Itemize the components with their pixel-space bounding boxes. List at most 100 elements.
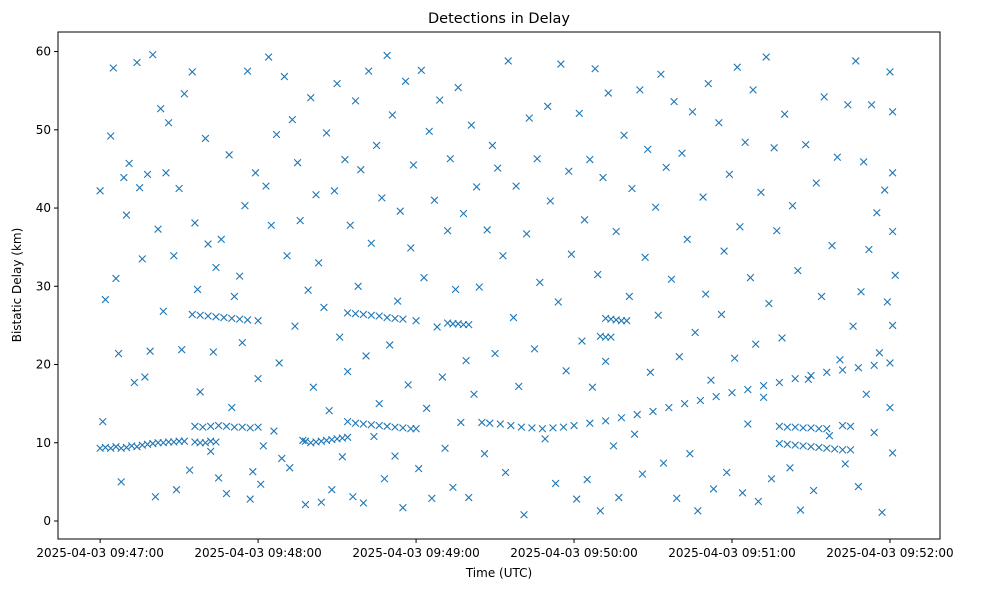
x-axis-label: Time (UTC) (465, 566, 532, 580)
data-point-marker (675, 352, 684, 361)
data-point-marker (815, 424, 823, 433)
x-axis: 2025-04-03 09:47:00 2025-04-03 09:48:00 20… (36, 539, 954, 560)
data-point-marker (467, 121, 476, 129)
data-point-marker (609, 442, 618, 450)
data-point-marker (148, 50, 157, 59)
data-point-marker (296, 216, 305, 225)
data-point-marker (212, 313, 220, 321)
data-point-marker (786, 464, 794, 472)
data-point-marker (541, 435, 549, 443)
data-point-marker (206, 447, 215, 456)
data-point-marker (704, 79, 713, 88)
data-point-marker (246, 424, 254, 432)
data-point-marker (241, 201, 249, 210)
data-point-marker (844, 100, 852, 109)
data-point-marker (117, 478, 125, 486)
data-point-marker (433, 323, 441, 331)
data-point-marker (888, 108, 897, 116)
data-point-marker (720, 247, 728, 255)
data-point-marker (557, 60, 565, 68)
data-point-marker (791, 423, 799, 431)
data-point-marker (133, 58, 141, 67)
data-point-marker (378, 194, 386, 202)
data-point-marker (106, 444, 115, 453)
chart-title: Detections in Delay (428, 11, 570, 27)
data-point-marker (770, 144, 778, 152)
data-point-marker (151, 492, 160, 501)
data-point-marker (722, 468, 731, 477)
data-point-marker (133, 442, 141, 451)
data-point-marker (399, 315, 407, 323)
data-point-marker (654, 311, 663, 320)
data-point-marker (746, 273, 755, 282)
data-point-marker (251, 169, 260, 177)
data-point-marker (801, 140, 810, 149)
data-point-marker (122, 443, 131, 452)
data-point-marker (267, 221, 276, 230)
data-point-marker (501, 468, 510, 477)
data-point-marker (143, 170, 152, 179)
data-point-marker (180, 437, 189, 445)
data-point-marker (206, 422, 215, 431)
data-point-marker (744, 420, 752, 428)
data-point-marker (475, 283, 484, 291)
data-point-marker (662, 163, 670, 172)
data-point-marker (678, 149, 686, 158)
data-point-marker (712, 392, 720, 401)
data-point-marker (657, 70, 665, 79)
data-point-marker (659, 459, 668, 467)
data-point-marker (404, 381, 412, 389)
data-point-marker (499, 251, 507, 260)
data-point-marker (807, 371, 815, 380)
data-point-marker (493, 164, 502, 172)
data-point-marker (804, 375, 813, 384)
data-point-marker (341, 155, 349, 164)
data-point-marker (862, 390, 871, 399)
data-point-marker (485, 419, 494, 427)
data-point-marker (491, 349, 499, 358)
data-point-marker (857, 287, 865, 296)
data-point-marker (177, 345, 186, 354)
data-point-marker (338, 453, 347, 461)
data-point-marker (438, 373, 447, 381)
data-point-marker (162, 169, 170, 177)
y-tick-label: 10 (36, 436, 51, 450)
data-point-marker (728, 388, 736, 397)
data-point-marker (536, 278, 544, 287)
data-point-marker (686, 449, 694, 458)
data-point-marker (607, 333, 615, 341)
y-tick-label: 30 (36, 279, 51, 293)
data-point-marker (367, 239, 376, 248)
data-point-marker (794, 266, 802, 275)
data-point-marker (164, 118, 173, 127)
data-point-marker (586, 419, 594, 427)
data-point-marker (225, 151, 233, 159)
data-point-marker (791, 441, 799, 449)
data-point-marker (204, 240, 212, 248)
data-point-marker (643, 145, 652, 154)
data-point-marker (259, 442, 268, 450)
data-point-marker (559, 423, 568, 431)
data-point-marker (488, 141, 497, 150)
data-point-marker (328, 485, 336, 494)
data-point-marker (412, 424, 420, 433)
data-point-marker (217, 235, 226, 244)
data-point-marker (601, 357, 610, 366)
x-tick-label: 2025-04-03 09:48:00 (194, 546, 321, 560)
data-point-marker (775, 439, 784, 448)
data-point-marker (538, 424, 547, 433)
y-tick-label: 50 (36, 123, 51, 137)
data-point-marker (112, 274, 120, 283)
data-point-marker (807, 424, 815, 432)
data-point-marker (725, 170, 734, 179)
data-point-marker (351, 419, 360, 427)
data-point-marker (393, 297, 402, 305)
plot-frame (57, 31, 941, 540)
data-point-marker (551, 479, 560, 488)
data-point-marker (799, 442, 807, 450)
data-point-marker (822, 444, 831, 453)
data-point-marker (383, 422, 391, 431)
data-point-marker (235, 315, 244, 323)
data-point-marker (846, 422, 855, 431)
data-point-marker (214, 421, 223, 430)
